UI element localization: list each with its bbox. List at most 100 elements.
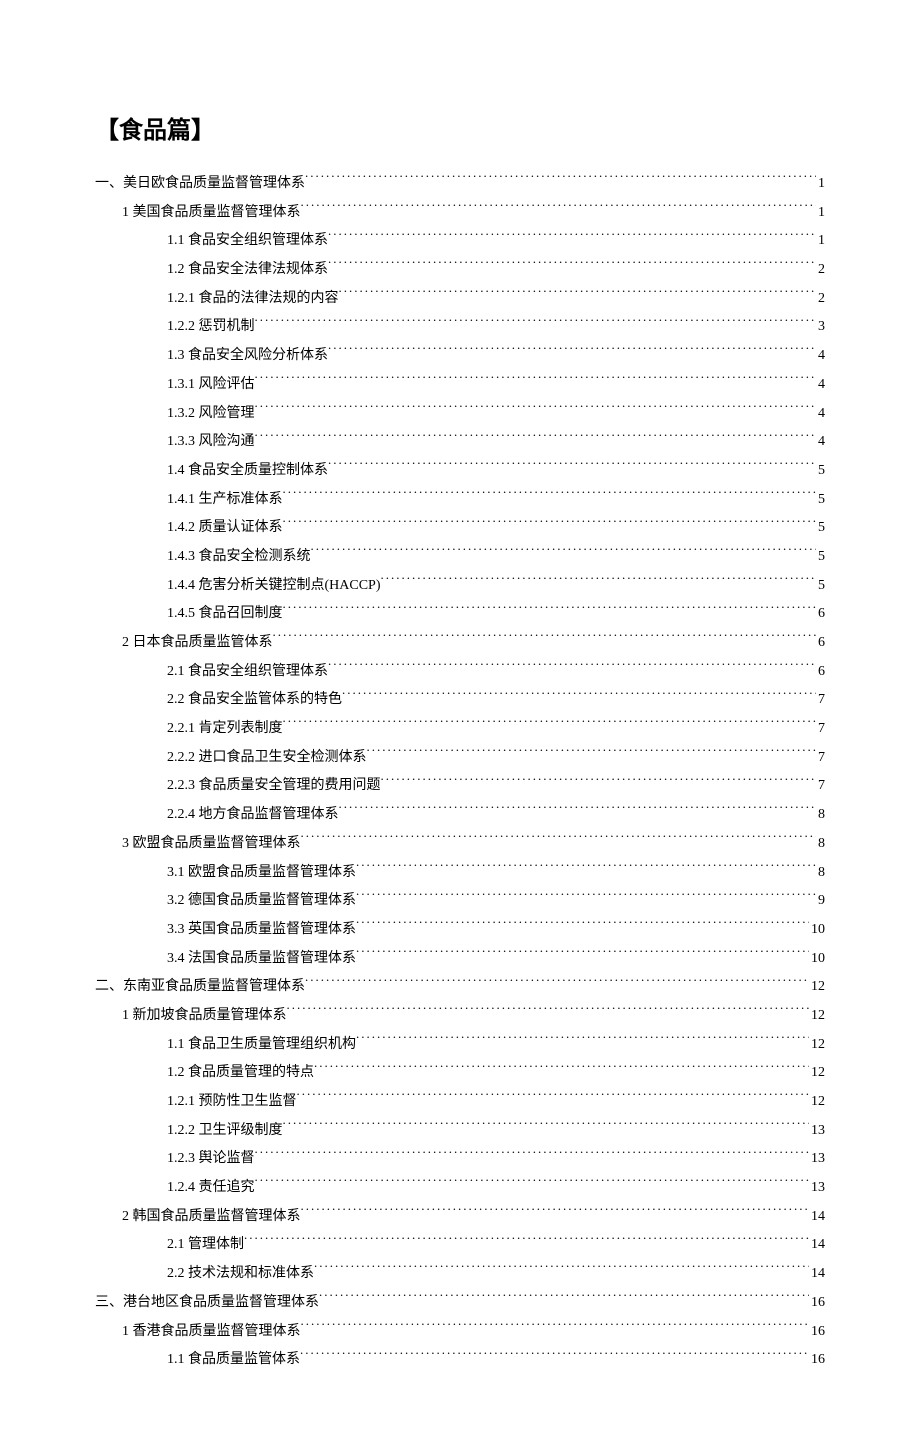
toc-entry[interactable]: 1 香港食品质量监督管理体系16 (95, 1318, 825, 1347)
toc-page-number: 12 (809, 1031, 825, 1060)
toc-leader-dots (356, 948, 809, 962)
toc-entry[interactable]: 三、港台地区食品质量监督管理体系16 (95, 1289, 825, 1318)
toc-entry[interactable]: 1.2 食品质量管理的特点12 (95, 1059, 825, 1088)
toc-label: 1.4.1 生产标准体系 (167, 486, 283, 515)
toc-label: 3.3 英国食品质量监督管理体系 (167, 916, 356, 945)
toc-page-number: 16 (809, 1318, 825, 1347)
toc-page-number: 5 (816, 457, 825, 486)
toc-entry[interactable]: 1.2.1 食品的法律法规的内容2 (95, 285, 825, 314)
toc-label: 二、东南亚食品质量监督管理体系 (95, 973, 305, 1002)
toc-leader-dots (255, 316, 817, 330)
toc-entry[interactable]: 2.2.4 地方食品监督管理体系8 (95, 801, 825, 830)
toc-page-number: 3 (816, 313, 825, 342)
toc-label: 2.2.2 进口食品卫生安全检测体系 (167, 744, 367, 773)
toc-page-number: 7 (816, 772, 825, 801)
toc-page-number: 6 (816, 629, 825, 658)
toc-entry[interactable]: 1.2.2 惩罚机制3 (95, 313, 825, 342)
toc-label: 一、美日欧食品质量监督管理体系 (95, 170, 305, 199)
toc-label: 2 韩国食品质量监督管理体系 (122, 1203, 301, 1232)
toc-leader-dots (314, 1062, 809, 1076)
toc-entry[interactable]: 2.2.2 进口食品卫生安全检测体系7 (95, 744, 825, 773)
toc-entry[interactable]: 1.3.3 风险沟通4 (95, 428, 825, 457)
toc-entry[interactable]: 3.4 法国食品质量监督管理体系 10 (95, 945, 825, 974)
toc-page-number: 16 (809, 1346, 825, 1375)
toc-page-number: 8 (816, 859, 825, 888)
toc-label: 2.2 食品安全监管体系的特色 (167, 686, 342, 715)
toc-entry[interactable]: 3.3 英国食品质量监督管理体系10 (95, 916, 825, 945)
toc-entry[interactable]: 2.1 管理体制14 (95, 1231, 825, 1260)
toc-label: 2 日本食品质量监管体系 (122, 629, 273, 658)
toc-entry[interactable]: 1 美国食品质量监督管理体系1 (95, 199, 825, 228)
toc-page-number: 6 (816, 658, 825, 687)
toc-label: 2.1 食品安全组织管理体系 (167, 658, 328, 687)
toc-label: 2.2.1 肯定列表制度 (167, 715, 283, 744)
toc-label: 1.2.2 卫生评级制度 (167, 1117, 283, 1146)
toc-label: 1.3.1 风险评估 (167, 371, 255, 400)
toc-entry[interactable]: 2.2.1 肯定列表制度7 (95, 715, 825, 744)
toc-entry[interactable]: 一、美日欧食品质量监督管理体系1 (95, 170, 825, 199)
toc-label: 3.4 法国食品质量监督管理体系 (167, 945, 356, 974)
toc-entry[interactable]: 2 日本食品质量监管体系 6 (95, 629, 825, 658)
toc-page-number: 1 (816, 227, 825, 256)
toc-leader-dots (255, 403, 817, 417)
toc-label: 3 欧盟食品质量监督管理体系 (122, 830, 301, 859)
toc-label: 1.2.3 舆论监督 (167, 1145, 255, 1174)
toc-leader-dots (328, 661, 816, 675)
toc-leader-dots (300, 1349, 809, 1363)
toc-entry[interactable]: 1.4.3 食品安全检测系统 5 (95, 543, 825, 572)
toc-entry[interactable]: 1.1 食品卫生质量管理组织机构 12 (95, 1031, 825, 1060)
toc-leader-dots (255, 1177, 810, 1191)
toc-label: 1.4.3 食品安全检测系统 (167, 543, 311, 572)
toc-leader-dots (356, 890, 816, 904)
toc-entry[interactable]: 1.2.2 卫生评级制度13 (95, 1117, 825, 1146)
toc-entry[interactable]: 2.2 技术法规和标准体系14 (95, 1260, 825, 1289)
toc-entry[interactable]: 3 欧盟食品质量监督管理体系8 (95, 830, 825, 859)
toc-label: 1 美国食品质量监督管理体系 (122, 199, 301, 228)
toc-label: 3.1 欧盟食品质量监督管理体系 (167, 859, 356, 888)
toc-entry[interactable]: 2.2 食品安全监管体系的特色7 (95, 686, 825, 715)
toc-leader-dots (328, 230, 816, 244)
toc-entry[interactable]: 2.2.3 食品质量安全管理的费用问题 7 (95, 772, 825, 801)
toc-leader-dots (381, 575, 816, 589)
toc-label: 2.2.3 食品质量安全管理的费用问题 (167, 772, 381, 801)
toc-label: 1.1 食品卫生质量管理组织机构 (167, 1031, 356, 1060)
toc-entry[interactable]: 1.4.5 食品召回制度6 (95, 600, 825, 629)
toc-leader-dots (356, 862, 816, 876)
toc-entry[interactable]: 1.4.4 危害分析关键控制点(HACCP)5 (95, 572, 825, 601)
toc-label: 2.2 技术法规和标准体系 (167, 1260, 314, 1289)
toc-entry[interactable]: 1.2.1 预防性卫生监督12 (95, 1088, 825, 1117)
toc-entry[interactable]: 1.4.2 质量认证体系5 (95, 514, 825, 543)
toc-page-number: 5 (816, 543, 825, 572)
toc-entry[interactable]: 1.1 食品质量监管体系 16 (95, 1346, 825, 1375)
toc-entry[interactable]: 1.3 食品安全风险分析体系4 (95, 342, 825, 371)
toc-label: 1.1 食品质量监管体系 (167, 1346, 300, 1375)
toc-entry[interactable]: 1.1 食品安全组织管理体系1 (95, 227, 825, 256)
toc-label: 1.3 食品安全风险分析体系 (167, 342, 328, 371)
toc-entry[interactable]: 1.2 食品安全法律法规体系2 (95, 256, 825, 285)
toc-leader-dots (367, 747, 817, 761)
toc-entry[interactable]: 3.1 欧盟食品质量监督管理体系 8 (95, 859, 825, 888)
toc-entry[interactable]: 二、东南亚食品质量监督管理体系12 (95, 973, 825, 1002)
toc-entry[interactable]: 3.2 德国食品质量监督管理体系9 (95, 887, 825, 916)
toc-entry[interactable]: 1 新加坡食品质量管理体系12 (95, 1002, 825, 1031)
toc-entry[interactable]: 1.2.4 责任追究13 (95, 1174, 825, 1203)
toc-entry[interactable]: 1.4.1 生产标准体系5 (95, 486, 825, 515)
toc-entry[interactable]: 2.1 食品安全组织管理体系 6 (95, 658, 825, 687)
toc-page-number: 14 (809, 1203, 825, 1232)
toc-label: 三、港台地区食品质量监督管理体系 (95, 1289, 319, 1318)
toc-entry[interactable]: 2 韩国食品质量监督管理体系 14 (95, 1203, 825, 1232)
toc-entry[interactable]: 1.4 食品安全质量控制体系5 (95, 457, 825, 486)
toc-label: 1.2.1 预防性卫生监督 (167, 1088, 297, 1117)
toc-page-number: 4 (816, 400, 825, 429)
toc-page-number: 9 (816, 887, 825, 916)
toc-leader-dots (301, 833, 817, 847)
toc-entry[interactable]: 1.3.1 风险评估4 (95, 371, 825, 400)
toc-page-number: 12 (809, 1059, 825, 1088)
toc-page-number: 10 (809, 945, 825, 974)
toc-leader-dots (328, 345, 816, 359)
toc-label: 1.4.2 质量认证体系 (167, 514, 283, 543)
toc-entry[interactable]: 1.3.2 风险管理4 (95, 400, 825, 429)
toc-leader-dots (287, 1005, 810, 1019)
toc-entry[interactable]: 1.2.3 舆论监督13 (95, 1145, 825, 1174)
toc-page-number: 5 (816, 572, 825, 601)
